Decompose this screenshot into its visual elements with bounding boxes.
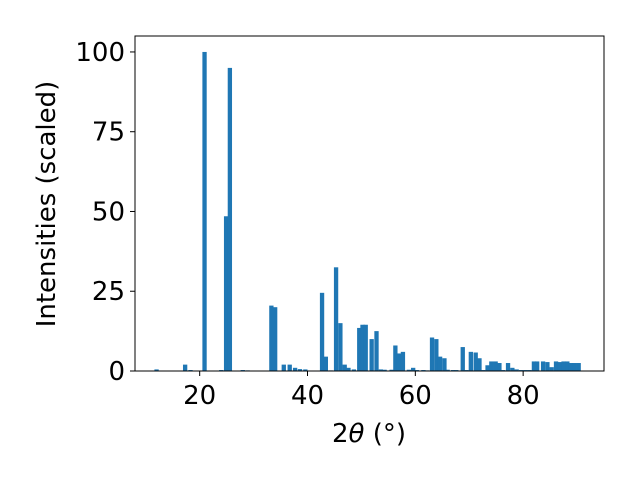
bar xyxy=(351,369,357,371)
x-tick-label: 20 xyxy=(183,381,216,411)
bar xyxy=(342,364,347,371)
bar xyxy=(568,363,574,371)
bar xyxy=(182,364,188,371)
bar xyxy=(485,365,490,371)
bar xyxy=(393,345,398,371)
y-tick-label: 75 xyxy=(92,118,125,148)
bar xyxy=(493,361,498,371)
bar xyxy=(303,369,308,371)
bar xyxy=(223,216,229,371)
bar xyxy=(468,351,473,371)
bar xyxy=(535,361,540,371)
bar xyxy=(540,361,546,371)
bar xyxy=(227,67,233,372)
bar xyxy=(445,369,450,371)
bar xyxy=(576,363,581,371)
bar xyxy=(154,369,159,371)
x-axis-label: 2θ (°) xyxy=(332,419,406,449)
bar xyxy=(510,367,515,371)
bar xyxy=(333,267,339,371)
y-tick-label: 100 xyxy=(75,38,125,68)
y-tick-label: 50 xyxy=(92,197,125,227)
bar xyxy=(338,323,343,371)
bar xyxy=(389,369,394,371)
bar xyxy=(297,369,303,371)
bar xyxy=(360,324,365,371)
bar xyxy=(473,352,478,371)
bar xyxy=(363,324,368,371)
bar xyxy=(437,356,443,371)
bar xyxy=(549,367,554,371)
plot-frame xyxy=(134,35,605,372)
bar xyxy=(287,364,292,371)
y-axis-label: Intensities (scaled) xyxy=(32,81,62,328)
y-axis-ticks: 0 25 50 75 100 xyxy=(75,38,135,387)
x-tick-label: 40 xyxy=(291,381,324,411)
bar xyxy=(292,367,298,371)
bar xyxy=(557,362,562,371)
bar xyxy=(374,331,379,371)
y-tick-label: 25 xyxy=(92,277,125,307)
bar xyxy=(460,347,465,371)
bar xyxy=(319,292,325,371)
x-axis-ticks: 20 40 60 80 xyxy=(183,371,540,411)
bar xyxy=(531,361,537,371)
bar xyxy=(202,51,207,371)
bar xyxy=(442,358,447,371)
bar-series xyxy=(154,51,581,372)
x-tick-label: 60 xyxy=(399,381,432,411)
bar xyxy=(561,361,566,371)
bar xyxy=(545,362,550,371)
bar xyxy=(434,339,439,371)
bar xyxy=(411,367,416,371)
bar xyxy=(396,353,402,371)
y-tick-label: 0 xyxy=(108,357,125,387)
bar xyxy=(269,305,274,371)
bar xyxy=(553,361,559,371)
bar xyxy=(357,327,362,371)
bar xyxy=(572,363,577,371)
bar xyxy=(323,356,328,371)
bar xyxy=(514,369,519,371)
bar xyxy=(378,369,383,371)
bar xyxy=(406,369,412,371)
bar xyxy=(273,307,278,371)
bar xyxy=(429,337,435,371)
x-tick-label: 80 xyxy=(507,381,540,411)
bar xyxy=(505,363,511,371)
bar xyxy=(497,363,502,371)
bar xyxy=(346,367,351,371)
bar xyxy=(382,369,387,371)
bar xyxy=(369,339,374,371)
bar xyxy=(477,358,482,371)
bar xyxy=(489,361,494,371)
bar xyxy=(281,364,286,371)
bar xyxy=(565,361,570,371)
bar xyxy=(400,351,406,371)
